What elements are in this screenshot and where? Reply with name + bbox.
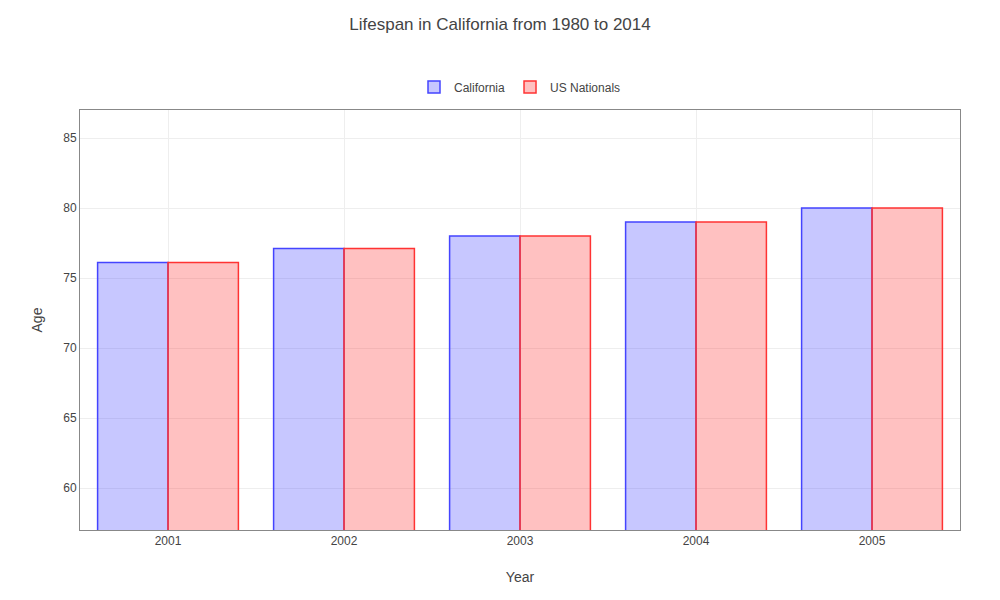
svg-text:70: 70 xyxy=(63,341,77,355)
svg-text:60: 60 xyxy=(63,481,77,495)
svg-text:80: 80 xyxy=(63,201,77,215)
svg-text:2001: 2001 xyxy=(155,534,182,548)
svg-text:Age: Age xyxy=(29,307,45,332)
svg-text:65: 65 xyxy=(63,411,77,425)
svg-text:75: 75 xyxy=(63,271,77,285)
svg-text:Lifespan in California from 19: Lifespan in California from 1980 to 2014 xyxy=(349,15,650,34)
svg-text:Year: Year xyxy=(506,569,535,585)
svg-text:2002: 2002 xyxy=(331,534,358,548)
svg-text:2003: 2003 xyxy=(507,534,534,548)
svg-text:2004: 2004 xyxy=(683,534,710,548)
svg-text:2005: 2005 xyxy=(859,534,886,548)
svg-text:California: California xyxy=(454,81,505,95)
svg-text:85: 85 xyxy=(63,131,77,145)
svg-text:US Nationals: US Nationals xyxy=(550,81,620,95)
